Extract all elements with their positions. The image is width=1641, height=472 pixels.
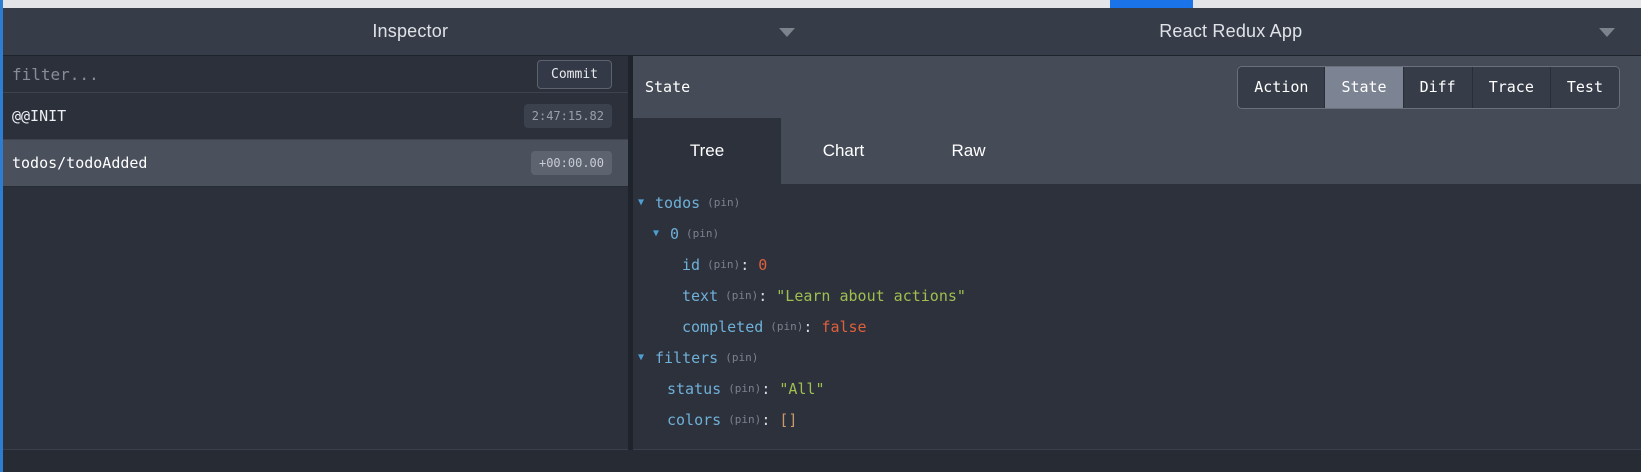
monitor-title: Inspector bbox=[372, 21, 449, 41]
tree-key[interactable]: completed bbox=[682, 317, 764, 336]
pin-link[interactable]: (pin) bbox=[707, 258, 741, 271]
tree-node-status: status (pin) : "All" bbox=[633, 373, 1641, 404]
pin-link[interactable]: (pin) bbox=[725, 351, 759, 364]
tree-key[interactable]: 0 bbox=[670, 224, 680, 243]
action-timestamp-badge: 2:47:15.82 bbox=[523, 104, 612, 128]
pin-link[interactable]: (pin) bbox=[707, 196, 741, 209]
tab-action[interactable]: Action bbox=[1238, 66, 1325, 108]
browser-top-strip bbox=[0, 0, 1641, 8]
action-list-panel: Commit @@INIT 2:47:15.82 todos/todoAdded… bbox=[0, 56, 628, 450]
tab-diff[interactable]: Diff bbox=[1402, 66, 1472, 108]
tree-value: [] bbox=[779, 410, 798, 429]
monitor-tab-group: Action State Diff Trace Test bbox=[1237, 65, 1620, 109]
monitor-selector-dropdown[interactable]: Inspector bbox=[0, 8, 821, 55]
tab-test[interactable]: Test bbox=[1549, 66, 1619, 108]
tree-key[interactable]: status bbox=[667, 379, 722, 398]
tree-value: 0 bbox=[758, 255, 768, 274]
view-subtabs: Tree Chart Raw bbox=[633, 118, 1641, 184]
tree-node-todos: ▼ todos (pin) bbox=[633, 187, 1641, 218]
expand-arrow-icon[interactable]: ▼ bbox=[653, 228, 660, 239]
state-panel-header: State Action State Diff Trace Test bbox=[633, 56, 1641, 118]
chevron-down-icon bbox=[1599, 27, 1615, 37]
main-area: Commit @@INIT 2:47:15.82 todos/todoAdded… bbox=[0, 56, 1641, 450]
tree-key[interactable]: todos bbox=[655, 193, 701, 212]
bottom-strip bbox=[0, 450, 1641, 472]
tree-node-colors: colors (pin) : [] bbox=[633, 404, 1641, 435]
tree-node-id: id (pin) : 0 bbox=[633, 249, 1641, 280]
tree-key[interactable]: id bbox=[682, 255, 701, 274]
action-timestamp-badge: +00:00.00 bbox=[530, 151, 612, 175]
subtab-raw[interactable]: Raw bbox=[951, 141, 986, 160]
filter-row: Commit bbox=[0, 56, 628, 93]
expand-arrow-icon[interactable]: ▼ bbox=[638, 197, 645, 208]
tree-key[interactable]: colors bbox=[667, 410, 722, 429]
colon: : bbox=[761, 410, 771, 429]
tree-node-text: text (pin) : "Learn about actions" bbox=[633, 280, 1641, 311]
colon: : bbox=[803, 317, 813, 336]
state-panel: State Action State Diff Trace Test Tree … bbox=[633, 56, 1641, 450]
tree-node-0: ▼ 0 (pin) bbox=[633, 218, 1641, 249]
tab-state[interactable]: State bbox=[1324, 66, 1403, 108]
action-list-item-init[interactable]: @@INIT 2:47:15.82 bbox=[0, 93, 628, 140]
pin-link[interactable]: (pin) bbox=[770, 320, 804, 333]
header-row: Inspector React Redux App bbox=[0, 8, 1641, 56]
left-accent-border bbox=[0, 0, 3, 472]
action-list-item-todo-added[interactable]: todos/todoAdded +00:00.00 bbox=[0, 140, 628, 187]
tree-value: false bbox=[821, 317, 867, 336]
instance-selector-dropdown[interactable]: React Redux App bbox=[821, 8, 1641, 55]
tree-key[interactable]: text bbox=[682, 286, 719, 305]
pin-link[interactable]: (pin) bbox=[728, 382, 762, 395]
tree-node-completed: completed (pin) : false bbox=[633, 311, 1641, 342]
subtab-chart[interactable]: Chart bbox=[822, 141, 865, 160]
chevron-down-icon bbox=[778, 27, 795, 37]
panel-divider[interactable] bbox=[628, 56, 633, 450]
pin-link[interactable]: (pin) bbox=[728, 413, 762, 426]
tree-value: "Learn about actions" bbox=[776, 286, 966, 305]
tab-trace[interactable]: Trace bbox=[1471, 66, 1550, 108]
redux-devtools-window: Inspector React Redux App Commit @@INIT … bbox=[0, 8, 1641, 472]
colon: : bbox=[758, 286, 768, 305]
progress-bar-segment bbox=[1110, 0, 1193, 8]
action-name: @@INIT bbox=[12, 107, 67, 125]
pin-link[interactable]: (pin) bbox=[686, 227, 720, 240]
commit-button[interactable]: Commit bbox=[537, 59, 612, 89]
expand-arrow-icon[interactable]: ▼ bbox=[638, 352, 645, 363]
tree-node-filters: ▼ filters (pin) bbox=[633, 342, 1641, 373]
pin-link[interactable]: (pin) bbox=[725, 289, 759, 302]
tree-key[interactable]: filters bbox=[655, 348, 719, 367]
tree-value: "All" bbox=[779, 379, 825, 398]
subtab-tree[interactable]: Tree bbox=[633, 118, 781, 184]
colon: : bbox=[761, 379, 771, 398]
panel-title: State bbox=[645, 78, 691, 96]
instance-title: React Redux App bbox=[1159, 21, 1303, 41]
action-name: todos/todoAdded bbox=[12, 154, 148, 172]
colon: : bbox=[740, 255, 750, 274]
filter-input[interactable] bbox=[12, 64, 528, 84]
state-json-tree: ▼ todos (pin) ▼ 0 (pin) id (pin) : 0 tex… bbox=[633, 184, 1641, 449]
